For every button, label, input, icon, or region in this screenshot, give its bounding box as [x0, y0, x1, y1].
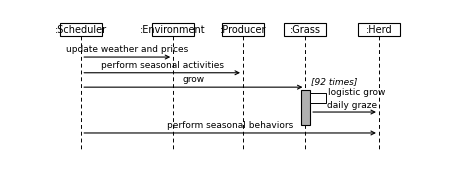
Text: :Producer: :Producer: [219, 24, 266, 35]
Text: :Environment: :Environment: [140, 24, 206, 35]
Text: update weather and prices: update weather and prices: [66, 45, 188, 54]
Text: :Herd: :Herd: [365, 24, 392, 35]
Text: perform seasonal behaviors: perform seasonal behaviors: [167, 121, 293, 130]
Bar: [60, 23, 102, 36]
Bar: [152, 23, 194, 36]
Text: perform seasonal activities: perform seasonal activities: [100, 61, 224, 70]
Bar: [222, 23, 264, 36]
Text: [92 times]: [92 times]: [311, 78, 357, 87]
Text: daily graze: daily graze: [327, 101, 377, 110]
Text: grow: grow: [182, 75, 204, 84]
Text: :Grass: :Grass: [290, 24, 321, 35]
Bar: [301, 90, 310, 125]
Bar: [358, 23, 400, 36]
Bar: [284, 23, 327, 36]
Text: :Scheduler: :Scheduler: [55, 24, 107, 35]
Text: logistic grow: logistic grow: [328, 88, 385, 97]
Bar: [310, 93, 326, 103]
